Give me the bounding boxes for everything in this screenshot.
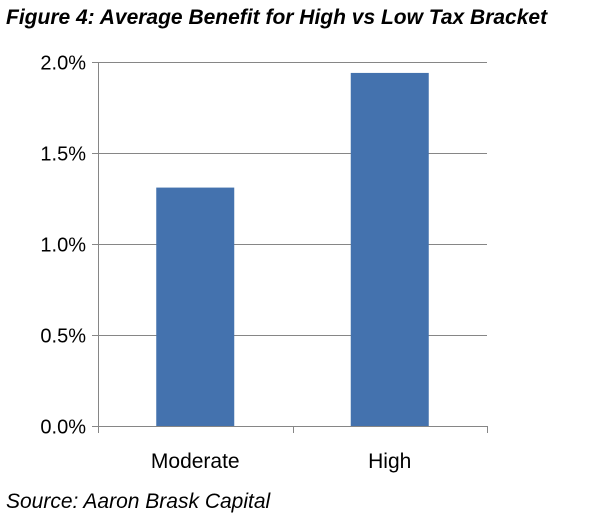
axes <box>92 62 488 433</box>
y-tick-label: 0.5% <box>40 326 86 348</box>
bars <box>156 72 429 427</box>
bar-high <box>350 72 429 427</box>
tick-labels: 0.0% 0.5% 1.0% 1.5% 2.0% Moderate High <box>40 53 411 474</box>
x-tick-label: Moderate <box>151 450 240 473</box>
y-tick-label: 0.0% <box>40 417 86 439</box>
chart-source: Source: Aaron Brask Capital <box>6 490 271 513</box>
x-tick-label: High <box>368 450 411 473</box>
y-tick-label: 2.0% <box>40 53 86 75</box>
y-tick-label: 1.5% <box>40 144 86 166</box>
y-tick-label: 1.0% <box>40 235 86 257</box>
bar-moderate <box>156 187 235 426</box>
chart-title: Figure 4: Average Benefit for High vs Lo… <box>6 6 548 29</box>
